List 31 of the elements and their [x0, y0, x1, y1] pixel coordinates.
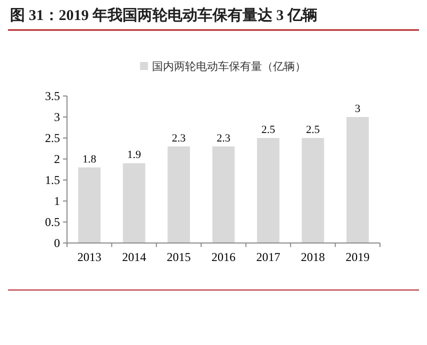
data-label: 3 — [354, 103, 361, 115]
y-tick-label: 0.5 — [45, 215, 60, 229]
y-tick-label: 2.5 — [45, 131, 60, 145]
bar — [302, 138, 324, 243]
bar — [122, 163, 146, 243]
x-tick-label: 2014 — [122, 250, 146, 264]
x-tick-label: 2018 — [300, 250, 325, 264]
data-label: 1.9 — [127, 149, 142, 162]
y-tick-label: 2 — [54, 152, 60, 166]
y-tick-label: 1 — [54, 194, 60, 208]
data-label: 2.3 — [216, 132, 231, 144]
y-tick-label: 1.5 — [45, 173, 60, 187]
y-tick-label: 3.5 — [45, 89, 60, 103]
data-label: 2.5 — [261, 124, 276, 136]
data-label: 2.5 — [306, 124, 320, 136]
bar — [212, 146, 235, 243]
bar — [257, 138, 280, 243]
y-tick-label: 0 — [54, 236, 60, 250]
data-label: 2.3 — [172, 132, 186, 144]
bar — [78, 167, 101, 243]
legend-label: 国内两轮电动车保有量（亿辆） — [152, 60, 306, 73]
x-tick-label: 2017 — [256, 250, 280, 264]
x-tick-label: 2016 — [212, 250, 236, 264]
x-tick-label: 2013 — [77, 250, 102, 264]
bar — [346, 117, 369, 243]
chart-title: 图 31：2019 年我国两轮电动车保有量达 3 亿辆 — [10, 6, 318, 24]
x-tick-label: 2019 — [346, 250, 370, 264]
bar — [168, 146, 190, 243]
data-label: 1.8 — [82, 153, 97, 166]
y-tick-label: 3 — [54, 110, 60, 124]
x-tick-label: 2015 — [166, 250, 191, 264]
